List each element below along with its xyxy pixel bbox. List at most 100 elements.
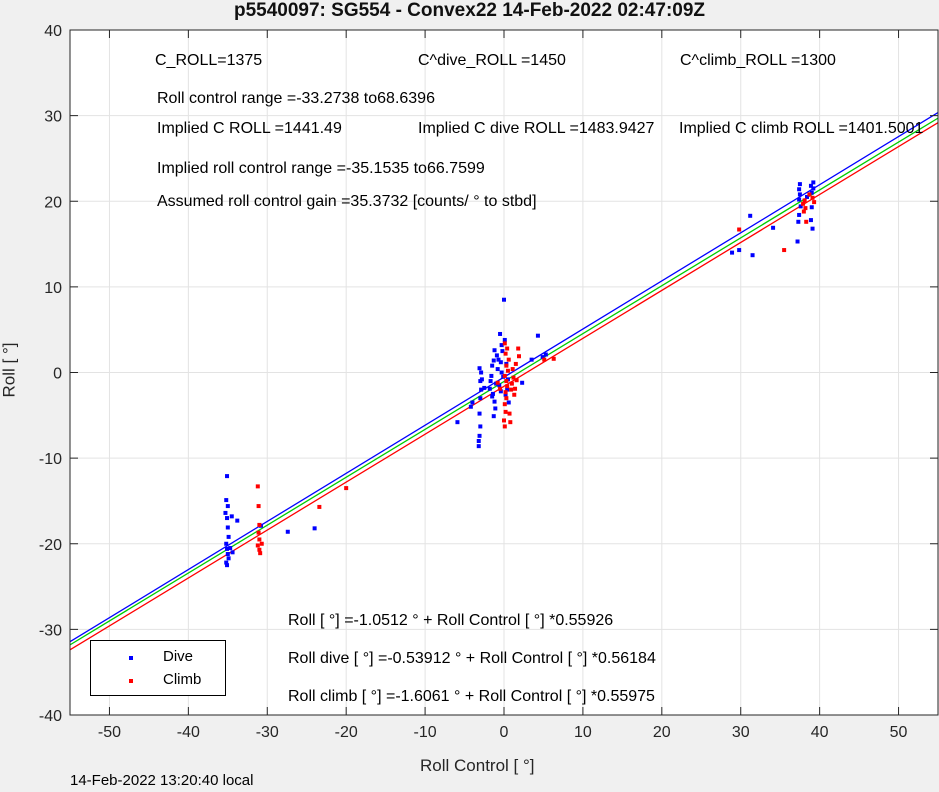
- legend: Dive Climb: [90, 640, 226, 696]
- data-point-dive: [470, 400, 475, 405]
- data-point-dive: [491, 414, 496, 419]
- data-point-climb: [509, 387, 514, 392]
- data-point-dive: [235, 518, 240, 523]
- data-point-climb: [317, 504, 322, 509]
- x-tick-label: 20: [653, 724, 671, 741]
- data-point-dive: [226, 556, 231, 561]
- x-tick-label: 30: [732, 724, 750, 741]
- data-point-dive: [224, 541, 229, 546]
- legend-marker-climb: [129, 679, 133, 683]
- annotation-implied-c-roll-dive: Implied C dive ROLL =1483.9427: [418, 120, 655, 137]
- data-point-dive: [225, 525, 230, 530]
- equation-dive: Roll dive [ °] =-0.53912 ° + Roll Contro…: [288, 650, 656, 667]
- data-point-dive: [312, 526, 317, 531]
- data-point-climb: [502, 373, 507, 378]
- annotation-implied-c-roll: Implied C ROLL =1441.49: [157, 120, 342, 137]
- data-point-dive: [771, 225, 776, 230]
- annotation-c-roll-dive: C^dive_ROLL =1450: [418, 52, 566, 69]
- data-point-climb: [810, 195, 815, 200]
- data-point-climb: [804, 219, 809, 224]
- data-point-dive: [489, 373, 494, 378]
- y-tick-label: -30: [39, 622, 62, 639]
- data-point-dive: [494, 353, 499, 358]
- data-point-dive: [805, 194, 810, 199]
- data-point-dive: [737, 248, 742, 253]
- annotation-c-roll: C_ROLL=1375: [155, 52, 263, 69]
- data-point-dive: [490, 363, 495, 368]
- y-tick-label: -10: [39, 451, 62, 468]
- x-tick-label: 10: [574, 724, 592, 741]
- data-point-dive: [502, 297, 506, 302]
- data-point-climb: [801, 201, 806, 206]
- data-point-dive: [808, 183, 813, 188]
- data-point-dive: [479, 387, 484, 392]
- x-tick-label: -20: [335, 724, 358, 741]
- data-point-climb: [503, 409, 508, 414]
- data-point-dive: [811, 186, 816, 191]
- data-point-climb: [782, 248, 787, 253]
- data-point-climb: [255, 543, 260, 548]
- data-point-dive: [488, 379, 493, 384]
- y-tick-label: 40: [44, 23, 62, 40]
- data-point-climb: [507, 411, 512, 416]
- data-point-climb: [503, 390, 508, 395]
- data-point-dive: [810, 226, 815, 231]
- data-point-dive: [505, 387, 510, 392]
- data-point-dive: [500, 349, 505, 354]
- x-tick-label: -30: [256, 724, 279, 741]
- data-point-climb: [495, 380, 500, 385]
- data-point-dive: [487, 386, 492, 391]
- data-point-climb: [502, 418, 506, 423]
- x-axis-label: Roll Control [ °]: [420, 756, 535, 775]
- data-point-climb: [512, 392, 517, 397]
- data-point-dive: [497, 383, 502, 388]
- data-point-dive: [455, 420, 460, 425]
- footer-timestamp: 14-Feb-2022 13:20:40 local: [70, 772, 254, 789]
- data-point-dive: [468, 404, 473, 409]
- x-tick-label: 50: [890, 724, 908, 741]
- data-point-climb: [510, 367, 515, 372]
- data-point-dive: [498, 331, 503, 336]
- y-tick-label: 0: [53, 366, 62, 383]
- y-tick-label: -40: [39, 708, 62, 725]
- data-point-climb: [514, 378, 519, 383]
- axes: -50 -40 -30 -20 -10 0 10 20 30 40 50 -40 -30 -20 -10 0 1…: [39, 23, 939, 741]
- data-point-dive: [477, 411, 482, 416]
- data-point-dive: [797, 192, 802, 197]
- data-point-dive: [225, 563, 230, 568]
- data-point-climb: [509, 381, 514, 386]
- data-point-climb: [256, 530, 261, 535]
- data-point-climb: [516, 346, 521, 351]
- data-point-dive: [479, 370, 484, 375]
- data-point-climb: [505, 346, 510, 351]
- y-axis-label: Roll [ °]: [0, 342, 19, 398]
- data-point-dive: [230, 550, 235, 555]
- data-point-climb: [803, 206, 808, 211]
- data-point-climb: [502, 402, 507, 407]
- data-point-dive: [795, 239, 800, 244]
- y-tick-label: 30: [44, 109, 62, 126]
- data-point-dive: [476, 439, 481, 443]
- data-point-dive: [797, 182, 802, 187]
- data-point-climb: [516, 354, 521, 359]
- data-point-climb: [551, 356, 556, 361]
- data-point-dive: [495, 367, 500, 372]
- data-point-dive: [225, 474, 230, 479]
- data-point-climb: [258, 551, 263, 556]
- data-point-climb: [737, 227, 742, 232]
- data-point-dive: [503, 392, 508, 397]
- data-point-dive: [797, 187, 802, 192]
- data-point-climb: [812, 200, 817, 205]
- data-point-climb: [506, 357, 511, 362]
- data-point-climb: [802, 198, 807, 203]
- data-point-climb: [504, 363, 509, 368]
- data-point-dive: [285, 529, 290, 534]
- data-point-climb: [502, 341, 507, 346]
- data-point-dive: [540, 355, 545, 360]
- data-point-climb: [801, 209, 806, 214]
- fit-line-all: [69, 117, 939, 646]
- fit-line-climb: [69, 122, 939, 651]
- data-point-dive: [748, 213, 753, 218]
- data-point-dive: [809, 190, 814, 195]
